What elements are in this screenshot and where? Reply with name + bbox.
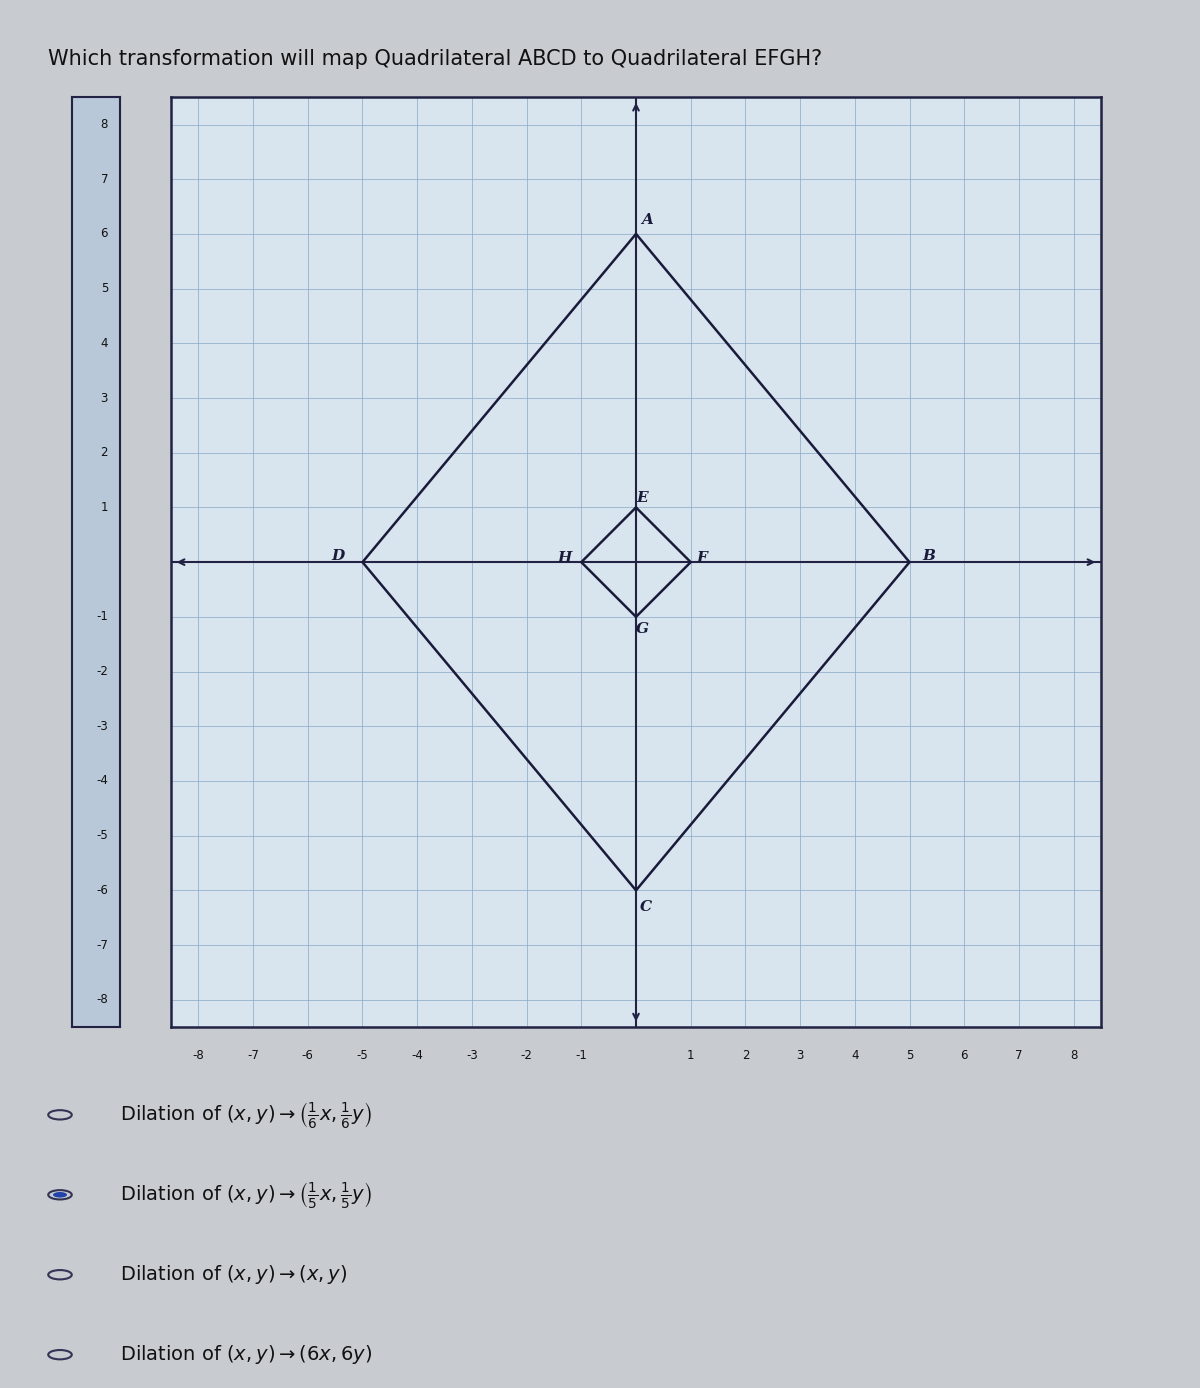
Text: -7: -7 (96, 938, 108, 952)
Text: 8: 8 (101, 118, 108, 130)
Text: F: F (696, 551, 707, 565)
Text: 4: 4 (851, 1049, 858, 1062)
Text: -4: -4 (96, 775, 108, 787)
Text: -5: -5 (96, 829, 108, 843)
Text: C: C (640, 899, 652, 913)
Text: 5: 5 (101, 282, 108, 296)
Text: -7: -7 (247, 1049, 259, 1062)
Text: Dilation of $(x, y) \rightarrow \left(\frac{1}{5}x, \frac{1}{5}y\right)$: Dilation of $(x, y) \rightarrow \left(\f… (120, 1180, 372, 1210)
Text: Which transformation will map Quadrilateral ABCD to Quadrilateral EFGH?: Which transformation will map Quadrilate… (48, 49, 822, 68)
Text: 7: 7 (1015, 1049, 1022, 1062)
Text: 6: 6 (101, 228, 108, 240)
Text: E: E (637, 490, 648, 505)
Text: B: B (923, 548, 935, 562)
Text: -5: -5 (356, 1049, 368, 1062)
Text: -6: -6 (96, 884, 108, 897)
Text: -8: -8 (192, 1049, 204, 1062)
Text: A: A (641, 214, 653, 228)
Text: 7: 7 (101, 172, 108, 186)
Text: -1: -1 (96, 611, 108, 623)
Text: -2: -2 (96, 665, 108, 679)
Text: 4: 4 (101, 337, 108, 350)
Text: 3: 3 (797, 1049, 804, 1062)
Text: -3: -3 (96, 720, 108, 733)
Text: Dilation of $(x, y) \rightarrow (x, y)$: Dilation of $(x, y) \rightarrow (x, y)$ (120, 1263, 347, 1287)
Text: 8: 8 (1070, 1049, 1078, 1062)
Text: 5: 5 (906, 1049, 913, 1062)
Text: 6: 6 (960, 1049, 968, 1062)
Text: Dilation of $(x, y) \rightarrow (6x, 6y)$: Dilation of $(x, y) \rightarrow (6x, 6y)… (120, 1344, 372, 1366)
Text: -1: -1 (575, 1049, 587, 1062)
Text: H: H (558, 551, 572, 565)
Text: -6: -6 (302, 1049, 313, 1062)
Text: -8: -8 (96, 994, 108, 1006)
Text: -3: -3 (466, 1049, 478, 1062)
Text: G: G (636, 622, 649, 636)
Text: -4: -4 (412, 1049, 424, 1062)
Text: 1: 1 (101, 501, 108, 514)
Text: D: D (331, 548, 344, 562)
Ellipse shape (53, 1192, 67, 1198)
Text: 2: 2 (742, 1049, 749, 1062)
Text: Dilation of $(x, y) \rightarrow \left(\frac{1}{6}x, \frac{1}{6}y\right)$: Dilation of $(x, y) \rightarrow \left(\f… (120, 1099, 372, 1130)
Text: 2: 2 (101, 446, 108, 459)
Text: 3: 3 (101, 391, 108, 404)
Text: 1: 1 (686, 1049, 695, 1062)
Text: -2: -2 (521, 1049, 533, 1062)
